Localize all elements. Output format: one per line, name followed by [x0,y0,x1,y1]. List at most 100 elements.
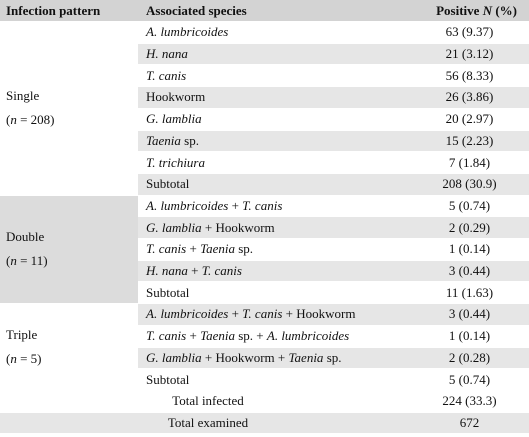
text-run: sp. [180,132,199,148]
text-run: Subtotal [146,176,190,192]
total-label: Total examined [167,414,249,430]
cell-text: A. lumbricoides + T. canis + Hookworm [146,306,355,322]
total-value-cell: 224 (33.3) [372,390,529,413]
text-run: n [10,253,17,269]
text-run: Taenia [200,241,235,257]
positive-cell: 3 (0.44) [372,260,529,283]
positive-cell: 11 (1.63) [372,282,529,305]
cell-text: (n = 5) [6,351,42,367]
species-cell: T. trichiura [138,152,372,174]
header-cell: Infection pattern [0,0,138,22]
text-run: sp. + [234,328,267,344]
text-run: H. nana [146,263,188,279]
text-run: Taenia [200,328,235,344]
species-cell: G. lamblia + Hookworm + Taenia sp. [138,347,372,370]
total-value: 224 (33.3) [442,393,497,409]
text-run: N [482,2,493,18]
species-cell: G. lamblia + Hookworm [138,217,372,239]
cell-text: Associated species [146,3,247,19]
positive-value: 26 (3.86) [445,89,494,105]
text-run: Hookworm [146,89,206,105]
positive-cell: 56 (8.33) [372,65,529,88]
positive-value: 15 (2.23) [445,132,494,148]
positive-value: 3 (0.44) [448,263,491,279]
positive-value: 2 (0.28) [448,349,491,365]
text-run: + [187,263,202,279]
species-cell: Subtotal [138,173,372,196]
text-run: G. lamblia [146,219,202,235]
positive-value: 63 (9.37) [445,24,494,40]
total-value-cell: 672 [372,412,529,435]
cell-text: A. lumbricoides + T. canis [146,198,282,214]
cell-text: Positive N (%) [436,3,517,19]
species-cell: H. nana + T. canis [138,260,372,283]
positive-value: 5 (0.74) [448,197,491,213]
positive-value: 20 (2.97) [445,111,494,127]
species-cell: Taenia sp. [138,130,372,153]
text-run: + Hookworm [282,306,356,322]
positive-value: 5 (0.74) [448,371,491,387]
positive-cell: 1 (0.14) [372,239,529,261]
text-run: ( [6,350,11,366]
species-cell: Subtotal [138,369,372,391]
text-run: = 208) [16,112,55,128]
species-cell: T. canis + Taenia sp. + A. lumbricoides [138,325,372,348]
positive-cell: 3 (0.44) [372,304,529,326]
positive-value: 1 (0.14) [448,328,491,344]
text-run: T. trichiura [146,154,205,170]
positive-value: 7 (1.84) [448,154,491,170]
positive-cell: 26 (3.86) [372,87,529,109]
cell-text: G. lamblia + Hookworm [146,220,275,236]
total-value: 672 [459,414,480,430]
text-run: ( [6,253,11,269]
cell-text: H. nana + T. canis [146,263,242,279]
positive-cell: 2 (0.29) [372,217,529,239]
text-run: T. canis [242,197,283,213]
text-run: (%) [492,2,517,18]
positive-value: 1 (0.14) [448,241,491,257]
species-cell: T. canis [138,65,372,88]
text-run: Subtotal [146,371,190,387]
text-run: T. canis [146,328,187,344]
species-cell: A. lumbricoides + T. canis + Hookworm [138,304,372,326]
positive-cell: 7 (1.84) [372,152,529,174]
positive-cell: 5 (0.74) [372,195,529,218]
text-run: T. canis [146,67,187,83]
positive-cell: 21 (3.12) [372,43,529,66]
text-run: G. lamblia [146,111,202,127]
cell-text: (n = 11) [6,253,48,269]
positive-value: 3 (0.44) [448,306,491,322]
text-run: T. canis [201,263,242,279]
text-run: n [10,112,17,128]
positive-value: 56 (8.33) [445,67,494,83]
positive-value: 21 (3.12) [445,46,494,62]
cell-text: T. canis + Taenia sp. [146,241,253,257]
positive-cell: 208 (30.9) [372,173,529,196]
text-run: + [186,328,201,344]
text-run: + [186,241,201,257]
group-label: Triple [6,326,38,342]
header-cell: Positive N (%) [372,0,529,22]
text-run: T. canis [242,306,283,322]
positive-cell: 63 (9.37) [372,22,529,44]
species-cell: A. lumbricoides [138,22,372,44]
group-cell: Double (n = 11) [0,195,138,305]
text-run: Subtotal [146,284,190,300]
cell-text: Taenia sp. [146,133,199,149]
text-run: + [228,306,243,322]
cell-text: T. canis [146,68,186,84]
species-cell: H. nana [138,43,372,66]
cell-text: A. lumbricoides [146,24,228,40]
text-run: T. canis [146,241,187,257]
total-label-cell: Total examined [0,412,372,435]
text-run: Infection pattern [6,2,101,18]
positive-cell: 20 (2.97) [372,108,529,131]
cell-text: G. lamblia [146,111,202,127]
positive-cell: 1 (0.14) [372,325,529,348]
text-run: sp. [234,241,254,257]
cell-text: G. lamblia + Hookworm + Taenia sp. [146,350,342,366]
positive-value: 2 (0.29) [448,219,491,235]
positive-value: 11 (1.63) [445,284,494,300]
text-run: Taenia [288,349,324,365]
header-cell: Associated species [138,0,372,22]
